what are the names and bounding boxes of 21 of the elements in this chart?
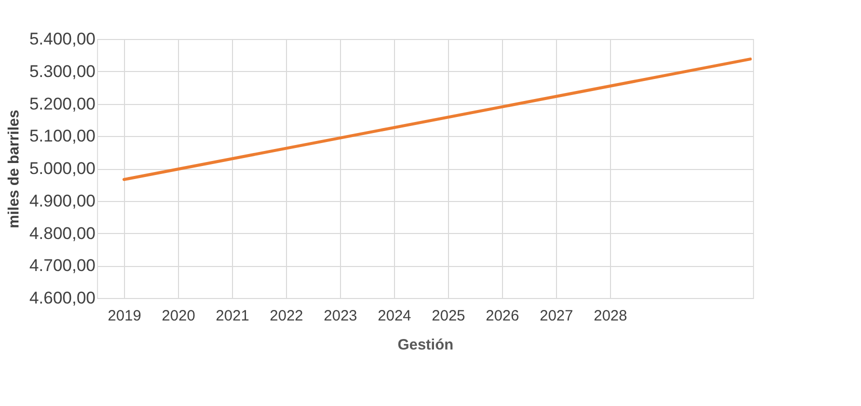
y-tick-label: 5.300,00	[29, 62, 96, 81]
x-tick-label: 2022	[270, 308, 304, 324]
x-tick-label: 2024	[378, 308, 412, 324]
x-tick-label: 2023	[324, 308, 358, 324]
x-tick-label: 2021	[216, 308, 250, 324]
y-tick-label: 5.200,00	[29, 94, 96, 114]
y-tick-label: 4.900,00	[29, 191, 96, 210]
y-tick-label: 5.000,00	[29, 159, 96, 178]
x-tick-label: 2026	[486, 308, 520, 324]
y-tick-label: 4.600,00	[29, 288, 96, 308]
x-tick-label: 2020	[162, 308, 196, 324]
x-tick-label: 2028	[594, 308, 628, 324]
y-tick-label: 5.100,00	[29, 126, 96, 146]
x-axis-title: Gestión	[398, 336, 454, 354]
y-tick-label: 5.400,00	[29, 30, 96, 48]
y-axis-title: miles de barriles	[5, 110, 22, 228]
x-tick-label: 2019	[108, 308, 142, 324]
y-tick-label: 4.700,00	[29, 256, 96, 276]
x-tick-label: 2025	[432, 308, 466, 324]
x-tick-label: 2027	[540, 308, 574, 324]
y-tick-label: 4.800,00	[29, 224, 96, 243]
